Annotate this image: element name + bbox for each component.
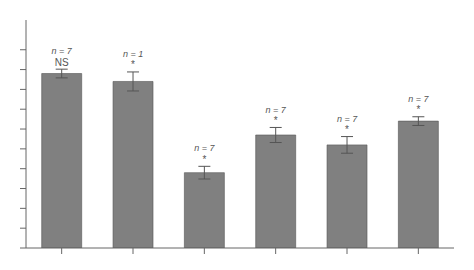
- svg-text:n = 7: n = 7: [408, 94, 429, 104]
- svg-text:*: *: [345, 124, 349, 135]
- svg-text:*: *: [416, 104, 420, 115]
- svg-text:*: *: [274, 115, 278, 126]
- svg-text:*: *: [131, 59, 135, 70]
- svg-text:NS: NS: [55, 57, 69, 68]
- svg-text:n = 7: n = 7: [266, 105, 287, 115]
- svg-text:n = 1: n = 1: [123, 49, 143, 59]
- svg-text:n = 7: n = 7: [52, 46, 73, 56]
- svg-text:n = 7: n = 7: [337, 114, 358, 124]
- svg-text:n = 7: n = 7: [194, 143, 215, 153]
- svg-text:*: *: [202, 154, 206, 165]
